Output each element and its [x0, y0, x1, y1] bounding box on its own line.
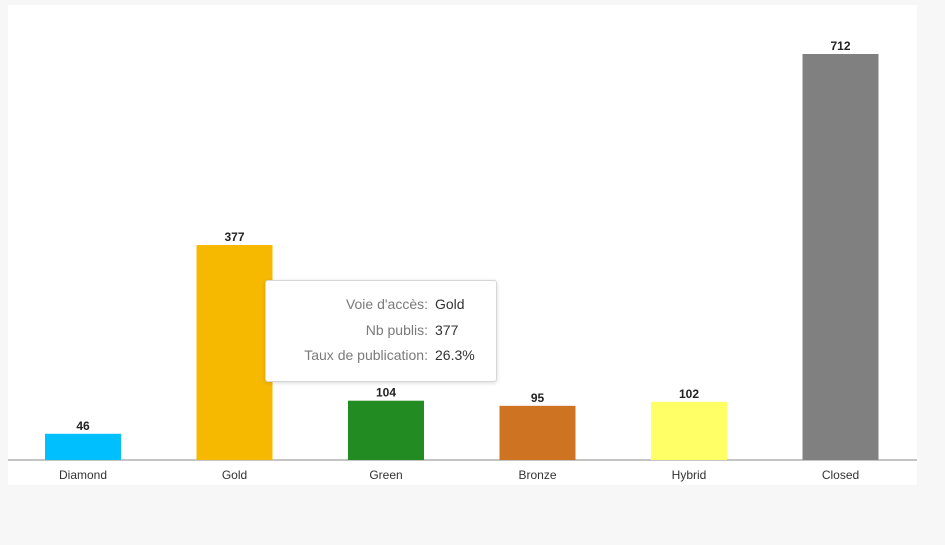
tooltip-value: 26.3% — [435, 347, 475, 363]
tooltip-key: Voie d'accès: — [345, 296, 428, 312]
bar-hybrid[interactable] — [651, 401, 727, 460]
tooltip-value: 377 — [435, 322, 459, 338]
tick-labels-group: Diamond Gold Green Bronze Hybrid Closed — [59, 468, 859, 482]
value-label-gold: 377 — [224, 230, 244, 244]
bar-diamond[interactable] — [45, 433, 121, 460]
tooltip-row-access-route: Voie d'accès: Gold — [266, 296, 496, 314]
tooltip-key: Nb publis: — [365, 322, 428, 338]
x-tick-label-diamond: Diamond — [59, 468, 107, 482]
value-label-closed: 712 — [830, 39, 850, 53]
value-label-hybrid: 102 — [679, 387, 699, 401]
bar-gold[interactable] — [196, 245, 273, 460]
x-tick-label-bronze: Bronze — [518, 468, 556, 482]
x-tick-label-gold: Gold — [222, 468, 247, 482]
value-label-diamond: 46 — [76, 419, 90, 433]
value-label-bronze: 95 — [531, 391, 545, 405]
x-tick-label-closed: Closed — [822, 468, 859, 482]
bar-chart: 46 377 104 95 102 712 Diamond Gold Green Bronze H… — [8, 39, 917, 482]
bar-bronze[interactable] — [499, 405, 576, 460]
chart-panel: 46 377 104 95 102 712 Diamond Gold Green Bronze H… — [8, 5, 917, 485]
bar-green[interactable] — [348, 400, 424, 460]
x-tick-label-hybrid: Hybrid — [672, 468, 707, 482]
bars-group — [45, 54, 879, 460]
tooltip-row-publication-rate: Taux de publication: 26.3% — [266, 347, 496, 365]
bar-closed[interactable] — [802, 54, 879, 460]
tooltip: Voie d'accès: Gold Nb publis: 377 Taux d… — [265, 280, 497, 382]
tooltip-row-publication-count: Nb publis: 377 — [266, 322, 496, 340]
tooltip-value: Gold — [435, 296, 465, 312]
tooltip-key: Taux de publication: — [304, 347, 428, 363]
value-label-green: 104 — [376, 386, 396, 400]
value-labels-group: 46 377 104 95 102 712 — [76, 39, 851, 433]
x-tick-label-green: Green — [369, 468, 402, 482]
